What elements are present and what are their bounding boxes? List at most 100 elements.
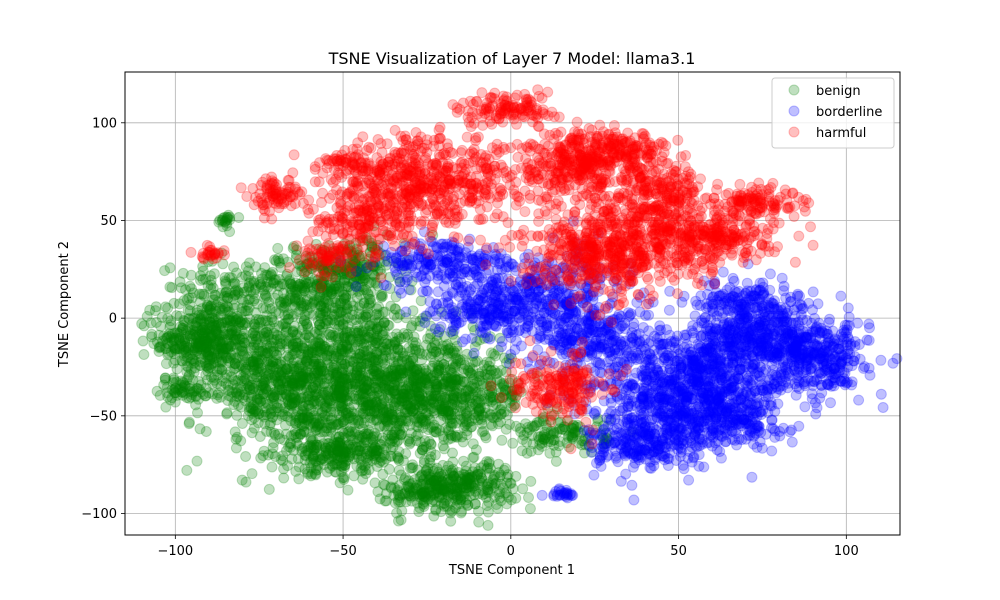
data-point-benign	[221, 352, 233, 364]
grid-lines	[125, 72, 900, 535]
data-point-benign	[229, 338, 241, 350]
data-point-borderline	[420, 273, 432, 285]
data-point-benign	[179, 336, 191, 348]
data-point-benign	[191, 307, 203, 319]
data-point-benign	[229, 330, 241, 342]
data-point-benign	[337, 363, 349, 375]
data-point-benign	[174, 343, 186, 355]
data-point-benign	[205, 331, 217, 343]
data-point-benign	[393, 515, 404, 527]
data-point-benign	[201, 313, 213, 325]
data-point-benign	[229, 335, 241, 346]
data-point-benign	[169, 344, 181, 356]
data-point-borderline	[468, 347, 480, 359]
data-point-benign	[252, 339, 264, 351]
data-point-benign	[200, 346, 212, 358]
data-point-borderline	[533, 313, 545, 325]
data-point-benign	[175, 326, 187, 338]
data-point-benign	[218, 328, 230, 340]
data-point-benign	[205, 332, 217, 344]
data-point-benign	[179, 333, 191, 345]
data-point-benign	[180, 325, 192, 337]
data-point-benign	[272, 289, 284, 301]
data-point-benign	[179, 335, 191, 347]
data-point-benign	[365, 327, 377, 339]
data-point-benign	[266, 461, 278, 473]
data-point-benign	[146, 328, 158, 340]
data-point-benign	[192, 341, 204, 352]
data-point-benign	[213, 329, 225, 341]
data-point-benign	[191, 345, 203, 357]
data-point-benign	[261, 339, 273, 351]
data-point-benign	[243, 384, 255, 396]
data-point-benign	[293, 306, 305, 318]
data-point-benign	[333, 327, 345, 339]
data-point-benign	[249, 293, 261, 305]
data-point-benign	[395, 469, 407, 481]
data-point-benign	[183, 418, 195, 430]
data-point-benign	[169, 327, 181, 339]
data-point-benign	[223, 338, 235, 350]
data-point-benign	[182, 351, 193, 363]
data-point-benign	[475, 370, 487, 382]
data-point-benign	[221, 341, 233, 353]
data-point-benign	[370, 363, 382, 375]
data-point-benign	[170, 382, 182, 394]
data-point-benign	[176, 387, 188, 398]
data-point-benign	[186, 389, 198, 401]
data-point-benign	[240, 451, 252, 462]
data-point-benign	[186, 353, 198, 365]
data-point-benign	[190, 399, 202, 411]
data-point-benign	[430, 503, 442, 515]
data-point-benign	[168, 335, 180, 347]
data-point-benign	[176, 355, 188, 366]
data-point-benign	[194, 325, 206, 337]
data-point-benign	[150, 317, 162, 328]
data-point-benign	[178, 295, 190, 306]
data-point-borderline	[479, 313, 491, 325]
data-point-benign	[184, 383, 196, 394]
data-point-benign	[168, 332, 180, 344]
data-point-borderline	[571, 324, 583, 335]
data-point-benign	[275, 454, 287, 466]
data-point-benign	[198, 328, 210, 340]
data-point-benign	[332, 304, 344, 316]
data-point-benign	[159, 343, 171, 355]
data-point-benign	[306, 346, 317, 358]
data-point-benign	[167, 340, 179, 352]
data-point-benign	[293, 461, 305, 473]
data-point-benign	[204, 339, 216, 350]
data-point-benign	[217, 298, 229, 310]
data-point-benign	[230, 442, 242, 454]
data-point-benign	[323, 370, 335, 382]
data-point-benign	[199, 333, 211, 345]
data-point-benign	[200, 341, 211, 353]
data-point-benign	[166, 336, 178, 348]
data-point-benign	[336, 339, 348, 351]
data-point-benign	[410, 344, 422, 355]
data-point-benign	[217, 329, 229, 341]
data-point-benign	[211, 341, 223, 353]
data-point-benign	[288, 429, 300, 441]
data-point-benign	[182, 361, 194, 373]
data-point-benign	[177, 355, 189, 367]
data-point-benign	[362, 302, 373, 314]
data-point-benign	[359, 428, 371, 440]
data-point-benign	[216, 342, 227, 354]
data-point-benign	[321, 425, 332, 437]
data-point-benign	[357, 473, 369, 485]
data-point-benign	[302, 411, 314, 423]
data-point-benign	[178, 314, 190, 326]
data-point-benign	[180, 340, 192, 352]
data-point-borderline	[456, 301, 468, 313]
data-point-benign	[216, 339, 228, 351]
data-point-borderline	[485, 289, 497, 300]
data-point-benign	[208, 338, 219, 350]
data-point-benign	[170, 343, 182, 355]
data-point-benign	[195, 315, 207, 327]
data-point-benign	[203, 328, 215, 340]
data-point-borderline	[553, 287, 565, 298]
data-point-benign	[217, 321, 229, 333]
data-point-benign	[222, 342, 234, 354]
